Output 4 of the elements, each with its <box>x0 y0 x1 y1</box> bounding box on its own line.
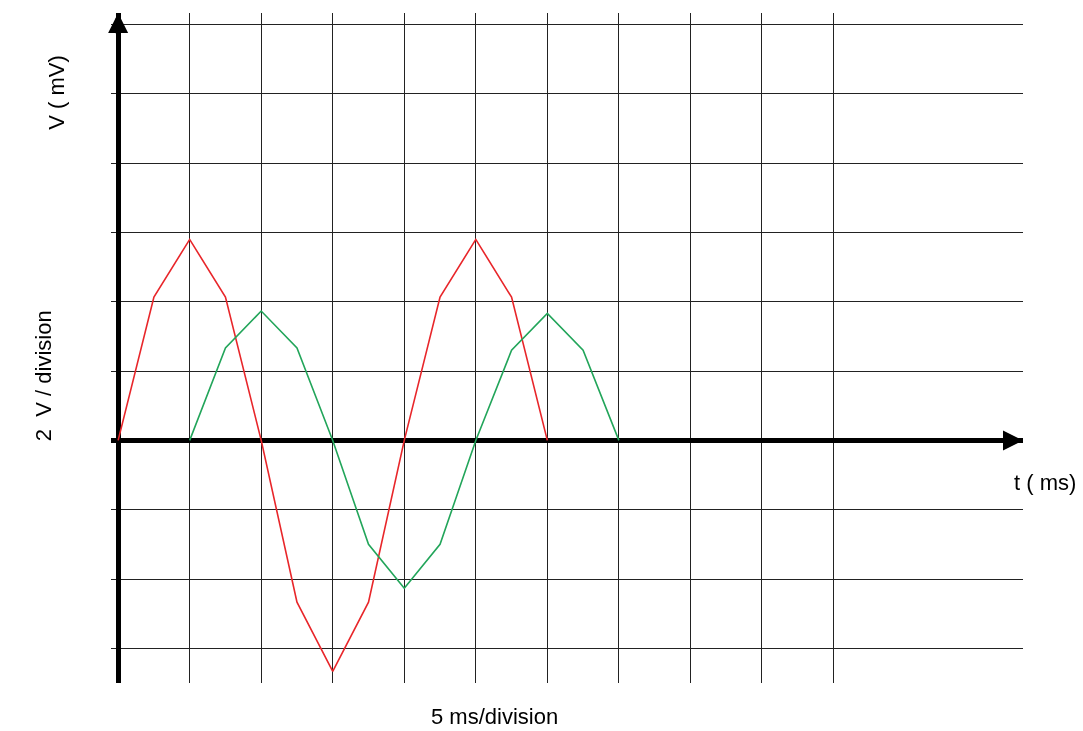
text: t ( ms) <box>1014 470 1077 495</box>
text: 2 V / division <box>30 310 56 442</box>
text: 5 ms/division <box>431 704 559 729</box>
text: V ( mV) <box>44 55 70 130</box>
